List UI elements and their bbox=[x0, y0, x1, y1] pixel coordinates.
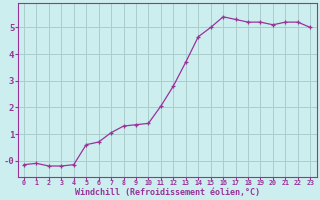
X-axis label: Windchill (Refroidissement éolien,°C): Windchill (Refroidissement éolien,°C) bbox=[75, 188, 260, 197]
